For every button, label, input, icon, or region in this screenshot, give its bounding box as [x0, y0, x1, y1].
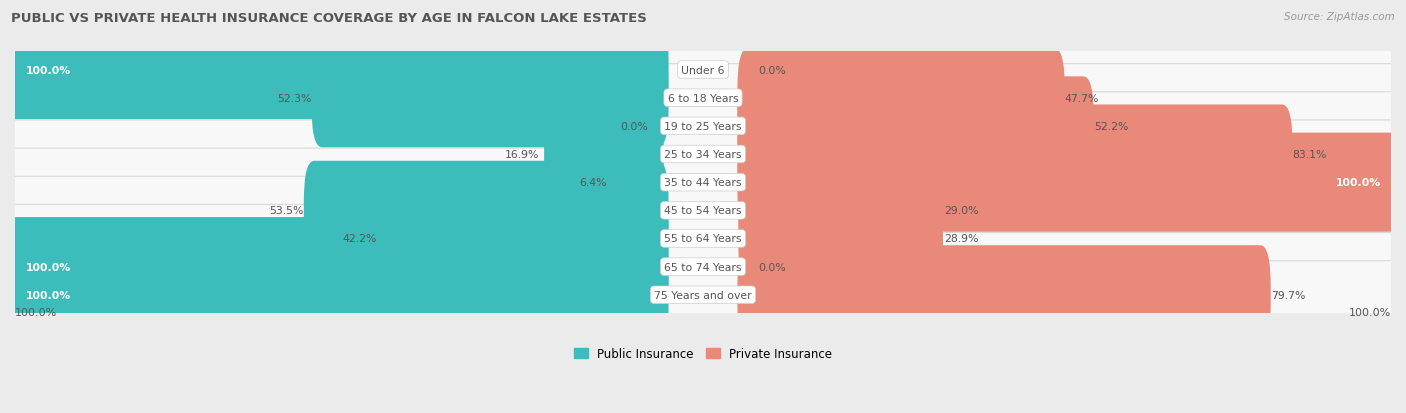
- Legend: Public Insurance, Private Insurance: Public Insurance, Private Insurance: [569, 342, 837, 365]
- FancyBboxPatch shape: [737, 133, 1402, 232]
- FancyBboxPatch shape: [4, 149, 1402, 217]
- FancyBboxPatch shape: [737, 49, 1064, 148]
- Text: 79.7%: 79.7%: [1271, 290, 1305, 300]
- Text: 0.0%: 0.0%: [620, 121, 648, 132]
- FancyBboxPatch shape: [4, 121, 1402, 189]
- Text: 65 to 74 Years: 65 to 74 Years: [664, 262, 742, 272]
- Text: 28.9%: 28.9%: [943, 234, 979, 244]
- Text: 55 to 64 Years: 55 to 64 Years: [664, 234, 742, 244]
- FancyBboxPatch shape: [4, 93, 1402, 161]
- Text: 0.0%: 0.0%: [758, 262, 786, 272]
- Text: 0.0%: 0.0%: [758, 65, 786, 76]
- Text: Under 6: Under 6: [682, 65, 724, 76]
- Text: 19 to 25 Years: 19 to 25 Years: [664, 121, 742, 132]
- Text: 100.0%: 100.0%: [1348, 308, 1391, 318]
- FancyBboxPatch shape: [4, 177, 1402, 245]
- FancyBboxPatch shape: [377, 190, 669, 288]
- Text: 6.4%: 6.4%: [579, 178, 607, 188]
- Text: PUBLIC VS PRIVATE HEALTH INSURANCE COVERAGE BY AGE IN FALCON LAKE ESTATES: PUBLIC VS PRIVATE HEALTH INSURANCE COVER…: [11, 12, 647, 25]
- Text: 16.9%: 16.9%: [505, 150, 540, 160]
- FancyBboxPatch shape: [304, 161, 669, 260]
- Text: Source: ZipAtlas.com: Source: ZipAtlas.com: [1284, 12, 1395, 22]
- Text: 6 to 18 Years: 6 to 18 Years: [668, 93, 738, 104]
- FancyBboxPatch shape: [312, 49, 669, 148]
- FancyBboxPatch shape: [738, 194, 943, 284]
- Text: 25 to 34 Years: 25 to 34 Years: [664, 150, 742, 160]
- Text: 100.0%: 100.0%: [1336, 178, 1381, 188]
- FancyBboxPatch shape: [737, 77, 1094, 176]
- FancyBboxPatch shape: [4, 21, 669, 120]
- Text: 100.0%: 100.0%: [25, 262, 70, 272]
- Text: 47.7%: 47.7%: [1064, 93, 1099, 104]
- FancyBboxPatch shape: [4, 218, 669, 316]
- FancyBboxPatch shape: [4, 36, 1402, 104]
- Text: 100.0%: 100.0%: [25, 65, 70, 76]
- FancyBboxPatch shape: [614, 167, 661, 198]
- Text: 29.0%: 29.0%: [945, 206, 979, 216]
- Text: 45 to 54 Years: 45 to 54 Years: [664, 206, 742, 216]
- Text: 100.0%: 100.0%: [25, 290, 70, 300]
- FancyBboxPatch shape: [4, 261, 1402, 329]
- FancyBboxPatch shape: [737, 105, 1292, 204]
- Text: 35 to 44 Years: 35 to 44 Years: [664, 178, 742, 188]
- Text: 75 Years and over: 75 Years and over: [654, 290, 752, 300]
- Text: 42.2%: 42.2%: [342, 234, 377, 244]
- Text: 53.5%: 53.5%: [270, 206, 304, 216]
- Text: 52.3%: 52.3%: [277, 93, 312, 104]
- FancyBboxPatch shape: [4, 205, 1402, 273]
- FancyBboxPatch shape: [737, 246, 1271, 344]
- Text: 52.2%: 52.2%: [1094, 121, 1128, 132]
- FancyBboxPatch shape: [738, 166, 943, 256]
- Text: 83.1%: 83.1%: [1292, 150, 1327, 160]
- FancyBboxPatch shape: [544, 125, 664, 184]
- FancyBboxPatch shape: [4, 64, 1402, 133]
- FancyBboxPatch shape: [4, 233, 1402, 301]
- FancyBboxPatch shape: [4, 246, 669, 344]
- Text: 100.0%: 100.0%: [15, 308, 58, 318]
